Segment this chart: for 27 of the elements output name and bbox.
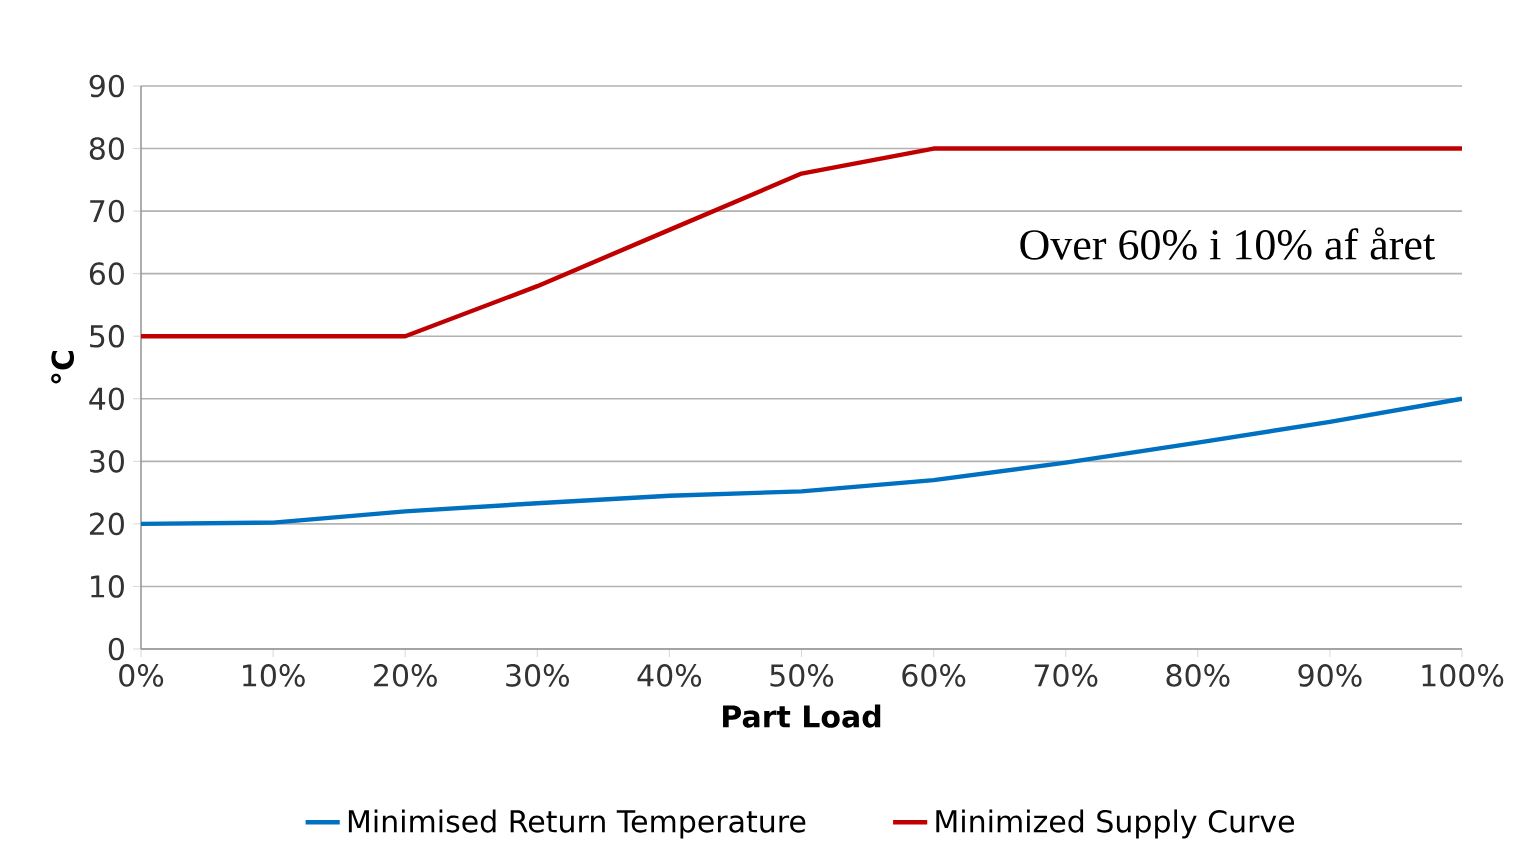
x-tick-label: 70% <box>1034 664 1098 687</box>
x-tick-label: 90% <box>1298 664 1362 687</box>
y-tick-label: 70 <box>90 199 124 223</box>
x-tick-label: 20% <box>374 664 437 687</box>
x-tick-label: 60% <box>902 664 966 687</box>
x-tick-label: 100% <box>1422 664 1504 687</box>
y-tick-label: 0 <box>108 637 124 661</box>
y-tick-label: 90 <box>89 74 124 98</box>
x-tick-label: 0% <box>119 664 164 687</box>
y-tick-label: 80 <box>89 137 124 160</box>
y-tick-label: 60 <box>89 262 124 286</box>
x-tick-label: 30% <box>506 664 569 687</box>
y-tick-label: 50 <box>90 324 124 348</box>
y-tick-label: 30 <box>90 449 124 473</box>
y-tick-label: 20 <box>89 512 124 536</box>
x-tick-label: 50% <box>770 664 834 687</box>
y-tick-label: 40 <box>89 387 124 411</box>
x-tick-label: 10% <box>243 664 305 687</box>
x-tick-label: 80% <box>1166 664 1230 687</box>
annotation: Over 60% i 10% af året <box>1020 227 1435 260</box>
line-series <box>141 396 1463 527</box>
x-axis-title: Part Load <box>723 704 881 728</box>
legend-label: Minimised Return Temperature <box>348 809 806 839</box>
x-tick-label: 40% <box>637 664 702 687</box>
y-tick-label: 10 <box>91 575 124 598</box>
legend-label: Minimized Supply Curve <box>936 809 1295 839</box>
y-axis-title: °C <box>51 350 75 384</box>
